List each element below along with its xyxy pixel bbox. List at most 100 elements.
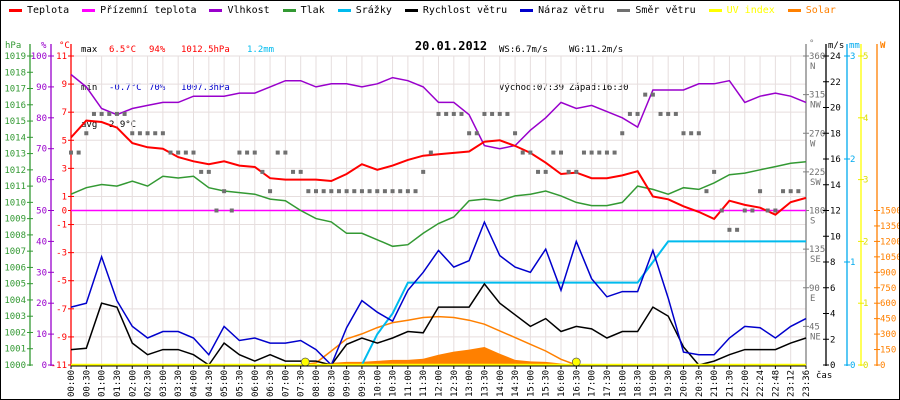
legend-item: Náraz větru [520, 3, 604, 17]
wind-direction-point [321, 189, 326, 194]
stats-avg-row: avg 2.9°C [81, 119, 274, 132]
sunrise-time: Východ:07:39 [499, 82, 565, 93]
wind-direction-point [505, 111, 510, 116]
direction-compass-label: SE [810, 255, 821, 265]
humidity-axis-unit: % [41, 41, 47, 51]
legend-item: Srážky [337, 3, 392, 17]
wind-direction-point [206, 169, 211, 174]
stats-max-rain: 1.2mm [247, 45, 275, 55]
wind-direction-point [145, 131, 150, 136]
wind-tick-label: 2 [830, 335, 835, 345]
wind-direction-point [291, 169, 296, 174]
wind-direction-point [520, 150, 525, 155]
uv-tick-label: 1 [863, 299, 868, 309]
wind-direction-point [658, 111, 663, 116]
sunset-time: Západ:16:30 [569, 82, 629, 93]
x-tick-label: 13:00 [465, 370, 475, 397]
solar-tick-label: 1350 [880, 222, 900, 232]
legend-label: UV index [726, 4, 775, 16]
solar-tick-label: 900 [880, 268, 896, 278]
x-tick-label: 19:30 [664, 370, 674, 397]
x-tick-label: 00:30 [82, 370, 92, 397]
x-tick-label: 06:00 [251, 370, 261, 397]
pressure-axis-unit: hPa [5, 41, 21, 51]
x-tick-label: 14:00 [496, 370, 506, 397]
legend-swatch [787, 8, 801, 12]
wind-direction-point [306, 189, 311, 194]
legend-item: Tlak [282, 3, 325, 17]
solar-tick-label: 1500 [880, 207, 900, 217]
legend-item: Teplota [9, 3, 69, 17]
pressure-tick-label: 1001 [4, 345, 26, 355]
x-tick-label: 17:00 [588, 370, 598, 397]
x-tick-label: 15:00 [526, 370, 536, 397]
wind-direction-point [84, 131, 89, 136]
legend-swatch [209, 8, 223, 12]
pressure-tick-label: 1016 [4, 101, 26, 111]
wind-direction-point [513, 131, 518, 136]
wind-direction-point [99, 111, 104, 116]
x-tick-label: 14:30 [511, 370, 521, 397]
wind-direction-point [367, 189, 372, 194]
x-tick-label: 07:00 [281, 370, 291, 397]
legend-label: Solar [805, 4, 836, 16]
x-axis-label: čas [816, 370, 832, 381]
direction-tick-label: 315 [809, 91, 825, 101]
x-tick-label: 00:00 [67, 370, 77, 397]
legend-swatch [520, 8, 534, 12]
wind-direction-point [413, 189, 418, 194]
x-tick-label: 16:00 [557, 370, 567, 397]
sunrise-marker [300, 357, 310, 367]
wind-direction-point [160, 131, 165, 136]
wind-direction-point [451, 111, 456, 116]
wind-direction-point [566, 169, 571, 174]
stats-avg-label: avg [81, 120, 98, 130]
solar-tick-label: 750 [880, 284, 896, 294]
wind-direction-point [551, 150, 556, 155]
wind-direction-point [252, 150, 257, 155]
wind-direction-point [773, 208, 778, 213]
wind-tick-label: 14 [830, 181, 841, 191]
x-tick-label: 21:00 [710, 370, 720, 397]
x-tick-label: 15:30 [542, 370, 552, 397]
x-tick-label: 10:30 [389, 370, 399, 397]
wind-direction-point [673, 111, 678, 116]
chart-title: 20.01.2012 [414, 39, 488, 53]
x-tick-label: 04:00 [190, 370, 200, 397]
wind-direction-point [758, 189, 763, 194]
legend-label: Tlak [300, 4, 325, 16]
pressure-tick-label: 1015 [4, 117, 26, 127]
humidity-tick-label: 10 [36, 330, 47, 340]
direction-compass-label: NW [810, 101, 821, 111]
legend-swatch [404, 8, 418, 12]
x-tick-label: 11:30 [419, 370, 429, 397]
legend-label: Vlhkost [227, 4, 270, 16]
stats-min-hum: 70% [149, 82, 166, 93]
stats-min-press: 1007.3hPa [181, 82, 230, 93]
wind-tick-label: 18 [830, 129, 841, 139]
stats-block: max 6.5°C 94% 1012.5hPa 1.2mm min -0.7°C 70% 10… [81, 19, 274, 157]
sunset-marker [571, 357, 581, 367]
wind-tick-label: 6 [830, 284, 835, 294]
pressure-tick-label: 1000 [4, 361, 26, 371]
legend-swatch [9, 8, 22, 12]
legend-swatch [617, 8, 631, 12]
wind-direction-point [666, 111, 671, 116]
humidity-tick-label: 30 [36, 268, 47, 278]
pressure-tick-label: 1004 [4, 296, 26, 306]
wind-direction-point [352, 189, 357, 194]
wind-direction-point [268, 189, 273, 194]
wind-direction-point [214, 208, 219, 213]
wind-tick-label: 8 [830, 258, 835, 268]
x-tick-label: 19:00 [649, 370, 659, 397]
wind-direction-point [696, 131, 701, 136]
uv-tick-label: 5 [863, 52, 868, 62]
wind-direction-point [421, 169, 426, 174]
legend-item: Vlhkost [209, 3, 270, 17]
solar-area [71, 347, 806, 365]
x-tick-label: 16:30 [572, 370, 582, 397]
wind-direction-point [497, 111, 502, 116]
wind-direction-point [405, 189, 410, 194]
rain-tick-label: 2 [850, 155, 855, 165]
pressure-tick-label: 1009 [4, 215, 26, 225]
